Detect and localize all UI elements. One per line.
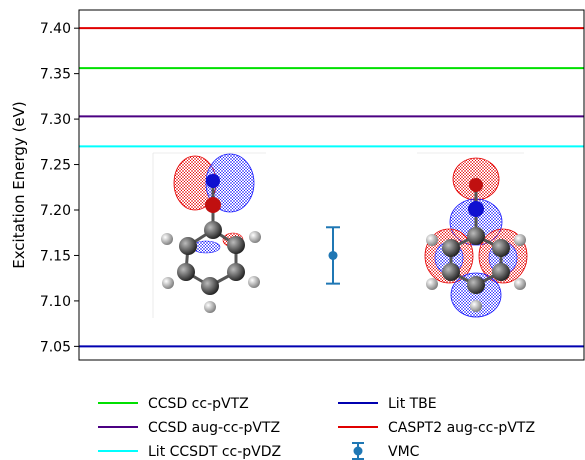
- point-vmc: [328, 250, 338, 260]
- legend-label-lit-ccsdt-cc-pvdz: Lit CCSDT cc-pVDZ: [148, 444, 281, 460]
- reference-lines: [79, 27, 584, 348]
- molecule-image-left: [152, 152, 266, 318]
- legend-label-ccsd-aug-cc-pvtz: CCSD aug-cc-pVTZ: [148, 420, 280, 436]
- molecule-image-right: [417, 152, 528, 318]
- legend-label-vmc: VMC: [388, 444, 420, 460]
- y-axis: 7.05 7.10 7.15 7.20 7.25 7.30 7.35 7.40: [40, 21, 79, 355]
- y-tick-label: 7.40: [40, 21, 71, 37]
- legend-label-caspt2-aug-cc-pvtz: CASPT2 aug-cc-pVTZ: [388, 420, 535, 436]
- y-tick-label: 7.25: [40, 158, 71, 174]
- y-tick-label: 7.35: [40, 67, 71, 83]
- y-tick-label: 7.30: [40, 112, 71, 128]
- legend-label-lit-tbe: Lit TBE: [388, 396, 437, 412]
- legend-label-ccsd-cc-pvtz: CCSD cc-pVTZ: [148, 396, 249, 412]
- data-points: [326, 226, 340, 285]
- legend-swatch-vmc: [353, 446, 363, 456]
- y-axis-label: Excitation Energy (eV): [10, 101, 28, 269]
- y-tick-label: 7.15: [40, 248, 71, 264]
- y-tick-label: 7.10: [40, 294, 71, 310]
- legend: CCSD cc-pVTZ CCSD aug-cc-pVTZ Lit CCSDT cc…: [98, 396, 535, 460]
- y-tick-label: 7.20: [40, 203, 71, 219]
- y-tick-label: 7.05: [40, 339, 71, 355]
- plot-frame: [78, 9, 585, 361]
